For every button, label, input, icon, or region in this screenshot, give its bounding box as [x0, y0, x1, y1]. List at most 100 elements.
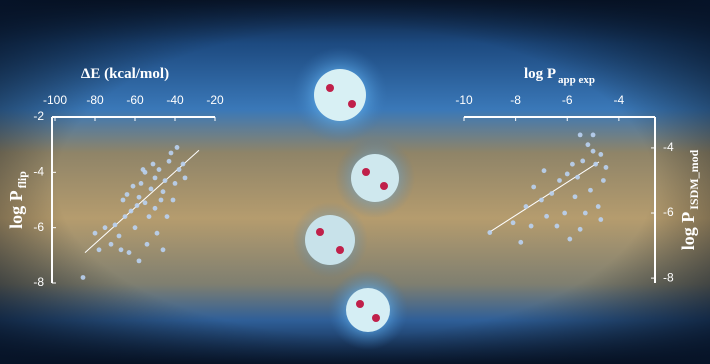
y-tick-label: -6	[33, 220, 44, 234]
scatter-point	[590, 148, 596, 154]
y-axis-label: log Pflip	[6, 171, 29, 229]
scatter-point	[96, 247, 102, 253]
scatter-point	[572, 194, 578, 200]
y-axis-label: log P ISDM_mod	[678, 149, 701, 250]
scatter-point	[124, 192, 130, 197]
scatter-point	[132, 225, 138, 231]
y-label-subscript: flip	[15, 171, 29, 189]
scatter-point	[80, 275, 86, 280]
scatter-point	[126, 250, 132, 255]
scatter-point	[154, 230, 160, 236]
scatter-point	[595, 204, 601, 209]
x-tick-label: -6	[562, 93, 573, 107]
trendline	[84, 149, 200, 253]
scatter-point	[134, 203, 140, 208]
scatter-point	[102, 225, 108, 231]
scatter-point	[487, 230, 493, 235]
scatter-point	[138, 181, 144, 186]
scatter-point	[567, 236, 573, 242]
x-tick-label: -60	[126, 93, 144, 107]
scatter-point	[146, 214, 152, 220]
y-label-text: log P	[678, 212, 698, 251]
scatter-point	[136, 194, 142, 200]
scatter-point	[554, 223, 560, 229]
scatter-point	[118, 247, 124, 253]
scatter-point	[150, 161, 156, 167]
scatter-point	[168, 150, 174, 156]
scatter-point	[582, 210, 588, 216]
scatter-point	[166, 158, 172, 164]
scatter-point	[562, 210, 568, 216]
scatter-point	[92, 230, 98, 236]
scatter-point	[180, 161, 186, 167]
scatter-point	[176, 167, 182, 172]
y-tick-label: -4	[33, 165, 44, 179]
scatter-point	[128, 208, 134, 214]
y-tick-label: -2	[33, 109, 44, 123]
scatter-point	[528, 223, 534, 229]
x-tick-label: -8	[510, 93, 521, 107]
scatter-point	[577, 132, 583, 138]
scatter-point	[112, 222, 118, 228]
scatter-point	[156, 167, 162, 172]
scatter-point	[518, 239, 524, 245]
scatter-point	[108, 241, 114, 247]
scatter-point	[590, 132, 596, 138]
scatter-point	[116, 233, 122, 239]
scatter-point	[120, 197, 126, 203]
scatter-point	[523, 204, 529, 209]
scatter-point	[598, 152, 604, 157]
scatter-point	[580, 158, 586, 164]
scatter-point	[160, 247, 166, 253]
x-label-subscript: app exp	[558, 74, 595, 86]
x-tick-label: -10	[455, 93, 473, 107]
scatter-point	[588, 187, 593, 193]
x-tick-label: -20	[206, 93, 224, 107]
scatter-point	[544, 213, 549, 219]
trendline	[489, 161, 600, 233]
scatter-point	[541, 168, 547, 174]
y-label-text: log P	[6, 190, 26, 229]
scatter-point	[130, 183, 136, 189]
scatter-point	[539, 197, 544, 203]
scatter-point	[122, 214, 128, 220]
x-tick-label: -80	[86, 93, 104, 107]
x-axis-label: ΔE (kcal/mol)	[81, 66, 169, 82]
y-tick-label: -6	[663, 205, 674, 219]
y-tick-label: -8	[33, 275, 44, 289]
scatter-point	[142, 200, 148, 206]
scatter-point	[144, 241, 150, 247]
scatter-point	[152, 175, 158, 181]
y-tick-label: -4	[663, 140, 674, 154]
scatter-point	[148, 186, 154, 192]
scatter-point	[575, 174, 580, 180]
y-tick-label: -8	[663, 270, 674, 284]
scatter-point	[164, 214, 170, 220]
scatter-point	[600, 178, 606, 183]
scatter-point	[170, 197, 176, 203]
scatter-point	[174, 145, 180, 150]
scatter-point	[160, 189, 166, 195]
scatter-point	[182, 175, 188, 181]
scatter-point	[158, 197, 164, 203]
scatter-point	[585, 142, 591, 148]
scatter-point	[598, 217, 604, 222]
x-tick-label: -4	[614, 93, 625, 107]
scatter-point	[162, 178, 168, 184]
scatter-point	[510, 220, 516, 226]
scatter-point	[593, 161, 599, 167]
y-label-subscript: ISDM_mod	[687, 149, 701, 209]
x-tick-label: -100	[43, 93, 67, 107]
x-label-text: ΔE (kcal/mol)	[81, 66, 169, 82]
x-label-text: log P	[524, 66, 556, 82]
scatter-point	[577, 226, 583, 232]
scatter-point	[570, 161, 575, 167]
scatter-point	[531, 184, 537, 190]
scatter-point	[603, 165, 609, 170]
x-tick-label: -40	[166, 93, 184, 107]
scatter-point	[142, 169, 148, 175]
scatter-point	[172, 181, 178, 186]
scatter-point	[549, 191, 555, 196]
